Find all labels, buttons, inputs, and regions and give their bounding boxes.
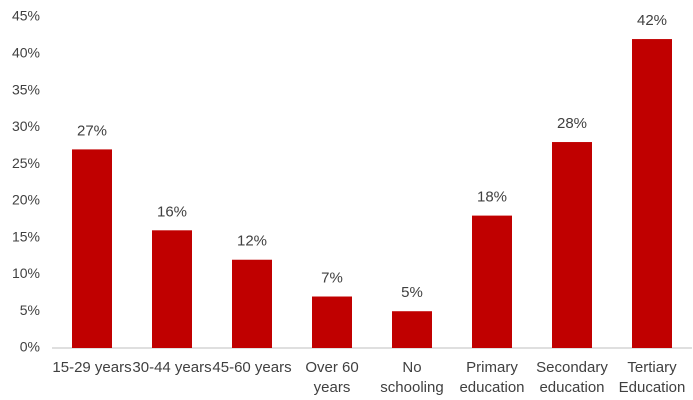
bar xyxy=(232,259,272,348)
x-tick-label: 15-29 years xyxy=(52,359,132,376)
value-label: 7% xyxy=(321,269,343,286)
y-tick-label: 0% xyxy=(20,339,40,355)
x-tick-label: 30-44 years xyxy=(132,359,212,376)
y-tick-label: 10% xyxy=(12,265,40,281)
bar xyxy=(392,311,432,348)
value-label: 42% xyxy=(637,12,667,29)
x-tick-label: Tertiary Education xyxy=(618,359,686,396)
x-tick-label: No schooling xyxy=(380,359,444,396)
y-tick-label: 20% xyxy=(12,192,40,208)
y-tick-label: 15% xyxy=(12,228,40,244)
bar xyxy=(632,39,672,349)
y-tick-label: 5% xyxy=(20,302,40,318)
x-tick-label: Secondary education xyxy=(536,359,608,396)
value-label: 18% xyxy=(477,189,507,206)
value-label: 28% xyxy=(557,115,587,132)
y-tick-label: 40% xyxy=(12,44,40,60)
y-tick-label: 35% xyxy=(12,81,40,97)
bar xyxy=(312,296,352,348)
value-label: 27% xyxy=(77,122,107,139)
y-tick-label: 45% xyxy=(12,8,40,24)
value-label: 5% xyxy=(401,284,423,301)
bar xyxy=(72,149,112,348)
x-tick-label: 45-60 years xyxy=(212,359,292,376)
y-tick-label: 30% xyxy=(12,118,40,134)
x-tick-label: Primary education xyxy=(459,359,525,396)
bar xyxy=(152,230,192,348)
bar xyxy=(472,215,512,348)
x-tick-label: Over 60 years xyxy=(305,359,359,396)
value-label: 12% xyxy=(237,233,267,250)
y-tick-label: 25% xyxy=(12,155,40,171)
bar xyxy=(552,142,592,348)
value-label: 16% xyxy=(157,203,187,220)
